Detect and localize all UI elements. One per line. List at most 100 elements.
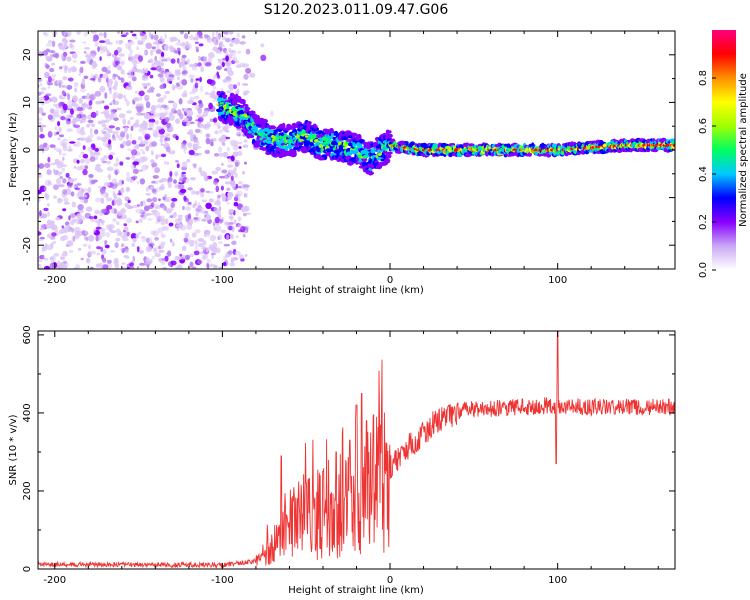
heatmap-noise-dot [190,138,194,142]
heatmap-noise-dot [222,31,229,35]
heatmap-noise-dot [54,52,60,59]
heatmap-noise-dot [62,250,68,257]
heatmap-noise-dot [66,240,74,247]
heatmap-noise-dot [182,92,188,98]
heatmap-noise-dot [202,254,207,261]
heatmap-noise-dot [182,70,188,75]
heatmap-noise-dot [167,208,174,212]
heatmap-noise-dot [139,169,143,172]
heatmap-noise-dot [120,247,123,251]
heatmap-noise-dot [62,138,68,142]
heatmap-noise-dot [204,175,208,181]
heatmap-noise-dot [108,173,111,180]
heatmap-noise-dot [107,65,111,71]
heatmap-noise-dot [114,49,119,56]
heatmap-noise-dot [233,166,237,173]
heatmap-noise-dot [61,38,67,43]
heatmap-noise-dot [174,84,178,89]
heatmap-noise-dot [102,154,108,162]
heatmap-noise-dot [76,183,82,186]
heatmap-noise-dot [130,31,134,34]
heatmap-noise-dot [166,161,170,165]
heatmap-noise-dot [89,52,96,60]
heatmap-noise-dot [218,129,224,134]
heatmap-signal-cell [370,148,377,153]
heatmap-noise-dot [129,133,132,139]
heatmap-noise-dot [96,246,102,250]
heatmap-noise-dot [99,85,106,93]
heatmap-noise-dot [89,133,94,139]
heatmap-noise-dot [239,62,246,68]
heatmap-noise-dot [113,259,119,266]
heatmap-noise-dot [182,45,190,50]
heatmap-noise-dot [208,198,214,203]
heatmap-noise-dot [150,67,157,71]
snr-panel: -200 -100 0 100 0 200 400 600 Height of straigh… [8,325,676,596]
heatmap-noise-dot [189,253,194,258]
heatmap-noise-dot [203,245,206,251]
heatmap-signal-cell [346,151,353,156]
heatmap-noise-dot [124,127,128,132]
heatmap-noise-dot [122,238,130,242]
heatmap-noise-dot [112,190,116,198]
snr-series-line [38,331,675,569]
heatmap-noise-dot [54,158,60,165]
spectrogram-x-label: Height of straight line (km) [288,285,424,296]
heatmap-noise-dot [124,228,129,233]
heatmap-noise-dot [50,50,56,54]
heatmap-noise-dot [270,110,274,117]
heatmap-noise-dot [99,187,106,195]
heatmap-noise-dot [159,76,165,83]
heatmap-noise-dot [75,141,82,148]
x-tick-label: -200 [43,275,66,286]
heatmap-noise-dot [215,225,222,232]
heatmap-noise-dot [168,222,174,227]
heatmap-noise-dot [135,90,138,94]
heatmap-noise-dot [111,182,118,190]
heatmap-noise-dot [98,40,106,43]
heatmap-signal-cell [241,99,246,105]
heatmap-noise-dot [183,195,187,201]
heatmap-noise-dot [160,70,168,74]
heatmap-noise-dot [225,253,229,258]
heatmap-noise-dot [164,137,171,142]
heatmap-noise-dot [228,208,234,214]
heatmap-noise-dot [95,263,101,268]
heatmap-noise-dot [235,184,239,189]
heatmap-noise-dot [188,74,195,79]
heatmap-noise-dot [56,266,63,269]
heatmap-noise-dot [108,125,116,129]
heatmap-noise-dot [62,178,67,184]
heatmap-noise-dot [237,193,241,200]
heatmap-noise-dot [218,152,224,157]
heatmap-noise-dot [145,237,153,244]
heatmap-noise-dot [204,91,209,95]
heatmap-noise-dot [143,123,148,130]
heatmap-noise-dot [92,34,97,42]
heatmap-noise-dot [122,125,130,129]
heatmap-noise-dot [67,182,73,189]
heatmap-noise-dot [135,119,140,125]
heatmap-noise-dot [131,33,137,37]
heatmap-noise-dot [112,86,116,90]
snr-frame [37,330,676,570]
heatmap-noise-dot [168,112,174,116]
heatmap-noise-dot [212,85,216,90]
heatmap-noise-dot [136,246,140,253]
y-tick-label: 400 [22,403,33,422]
heatmap-noise-dot [92,60,97,64]
heatmap-noise-dot [239,41,246,45]
heatmap-noise-dot [92,228,96,233]
heatmap-noise-dot [165,133,171,136]
heatmap-noise-dot [143,205,150,212]
heatmap-noise-dot [238,181,243,185]
x-tick-label: -100 [211,275,234,286]
heatmap-noise-dot [205,190,210,193]
heatmap-noise-dot [139,156,146,163]
heatmap-noise-dot [197,107,203,114]
heatmap-noise-dot [139,141,145,145]
heatmap-noise-dot [154,211,161,218]
heatmap-noise-dot [125,255,130,259]
heatmap-noise-dot [160,38,166,42]
heatmap-noise-dot [197,259,203,265]
